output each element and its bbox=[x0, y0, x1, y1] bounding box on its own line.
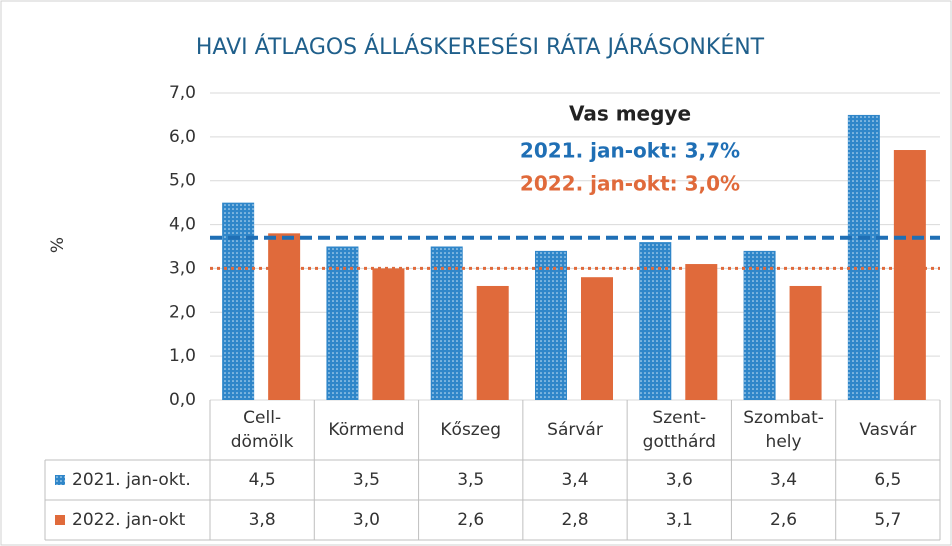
x-tick-label: gotthárd bbox=[643, 432, 716, 452]
table-value: 2,8 bbox=[561, 510, 588, 530]
table-value: 3,8 bbox=[249, 510, 276, 530]
x-tick-label: Sárvár bbox=[547, 420, 603, 440]
bar bbox=[268, 233, 301, 400]
table-value: 3,4 bbox=[561, 470, 588, 490]
x-tick-label: Szombat- bbox=[743, 408, 824, 428]
x-tick-label: Szent- bbox=[652, 408, 706, 428]
y-axis-label: % bbox=[48, 237, 68, 253]
x-tick-label: Vasvár bbox=[859, 420, 916, 440]
bar bbox=[789, 285, 822, 400]
bar bbox=[535, 250, 567, 400]
table-value: 2,6 bbox=[770, 510, 797, 530]
x-tick-label: dömölk bbox=[231, 432, 294, 452]
table-value: 5,7 bbox=[874, 510, 901, 530]
legend-label: 2021. jan-okt. bbox=[72, 470, 191, 490]
bar bbox=[893, 150, 926, 400]
x-tick-label: Cell- bbox=[243, 408, 281, 428]
bar bbox=[372, 268, 405, 400]
chart-title: HAVI ÁTLAGOS ÁLLÁSKERESÉSI RÁTA JÁRÁSONK… bbox=[196, 34, 765, 60]
table-value: 3,5 bbox=[353, 470, 380, 490]
y-tick-label: 7,0 bbox=[169, 83, 196, 103]
y-tick-label: 5,0 bbox=[169, 171, 196, 191]
y-tick-label: 3,0 bbox=[169, 258, 196, 278]
y-tick-label: 6,0 bbox=[169, 127, 196, 147]
bar bbox=[430, 246, 463, 400]
bar bbox=[639, 242, 672, 400]
table-value: 3,0 bbox=[353, 510, 380, 530]
table-value: 3,4 bbox=[770, 470, 797, 490]
bar bbox=[847, 114, 880, 400]
table-value: 6,5 bbox=[874, 470, 901, 490]
x-tick-label: hely bbox=[766, 432, 802, 452]
bar bbox=[326, 246, 359, 400]
table-value: 4,5 bbox=[249, 470, 276, 490]
bar bbox=[222, 202, 255, 400]
table-value: 3,6 bbox=[666, 470, 693, 490]
table-value: 2,6 bbox=[457, 510, 484, 530]
bar bbox=[476, 285, 509, 400]
bar bbox=[685, 264, 718, 400]
x-tick-label: Körmend bbox=[328, 420, 404, 440]
legend-swatch bbox=[55, 515, 65, 525]
table-value: 3,5 bbox=[457, 470, 484, 490]
y-tick-label: 1,0 bbox=[169, 346, 196, 366]
legend-label: 2022. jan-okt bbox=[72, 510, 186, 530]
reference-label: 2022. jan-okt: 3,0% bbox=[520, 172, 740, 196]
bar bbox=[581, 277, 613, 400]
y-tick-label: 0,0 bbox=[169, 390, 196, 410]
table-value: 3,1 bbox=[666, 510, 693, 530]
y-tick-label: 4,0 bbox=[169, 215, 196, 235]
x-tick-label: Kőszeg bbox=[440, 420, 501, 440]
y-tick-label: 2,0 bbox=[169, 302, 196, 322]
reference-label: 2021. jan-okt: 3,7% bbox=[520, 139, 740, 163]
annotation-title: Vas megye bbox=[569, 102, 691, 126]
bar bbox=[743, 250, 776, 400]
legend-swatch bbox=[55, 475, 65, 485]
